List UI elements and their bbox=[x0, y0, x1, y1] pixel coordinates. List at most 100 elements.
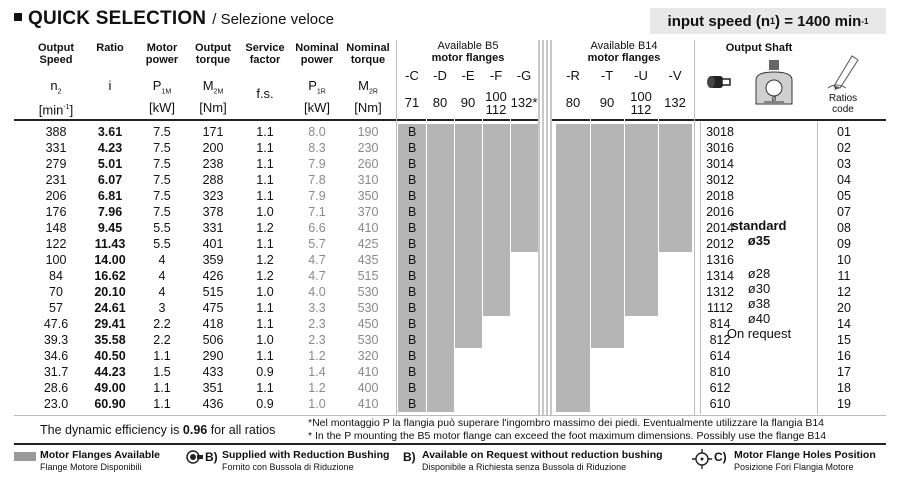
cell-code: 11 bbox=[837, 269, 851, 283]
header-ratios-code: Ratios code bbox=[828, 93, 858, 115]
b5-availability-bar bbox=[398, 172, 538, 188]
flange-holes-icon bbox=[692, 449, 712, 469]
b14-divider bbox=[590, 60, 591, 415]
b14-flange-size: 90 bbox=[599, 95, 615, 110]
cell-p1r: 8.3 bbox=[308, 141, 326, 155]
b5-flange-size: 90 bbox=[460, 95, 476, 110]
cell-fs: 1.1 bbox=[256, 141, 274, 155]
cell-p1m: 5.5 bbox=[153, 237, 171, 251]
cell-model: 1314 bbox=[706, 269, 734, 283]
cell-m2r: 350 bbox=[357, 189, 379, 203]
cell-n2: 148 bbox=[45, 221, 67, 235]
header-nominal-power: Nominal power bbox=[295, 42, 339, 66]
symbol-p1r: P1R [kW] bbox=[304, 78, 330, 115]
efficiency-note: The dynamic efficiency is 0.96 for all r… bbox=[40, 423, 276, 437]
b14-availability-bar bbox=[556, 252, 658, 268]
cell-i: 16.62 bbox=[94, 269, 126, 283]
cell-fs: 1.1 bbox=[256, 381, 274, 395]
cell-p1m: 1.1 bbox=[153, 397, 171, 411]
symbol-p1m: P1M [kW] bbox=[149, 78, 175, 115]
header-motor-power: Motor power bbox=[145, 42, 179, 66]
cell-p1r: 4.7 bbox=[308, 269, 326, 283]
symbol-n2: n2 [min-1] bbox=[38, 78, 74, 117]
cell-model: 2016 bbox=[706, 205, 734, 219]
cell-code: 04 bbox=[837, 173, 851, 187]
cell-p1m: 2.2 bbox=[153, 333, 171, 347]
cell-p1m: 1.1 bbox=[153, 349, 171, 363]
sep-b5-b14 bbox=[538, 40, 552, 415]
legend-item-bushing: Supplied with Reduction Bushing Fornito c… bbox=[222, 449, 390, 472]
b5-flange-size: 132* bbox=[510, 95, 538, 110]
legend-item-request: Available on Request without reduction b… bbox=[422, 449, 663, 472]
header-service-factor: Service factor bbox=[245, 42, 285, 66]
b14-availability-bar bbox=[556, 284, 658, 300]
b5-bushing-mark: B bbox=[408, 253, 417, 267]
cell-code: 10 bbox=[837, 253, 851, 267]
title-bullet-icon bbox=[14, 13, 22, 21]
cell-m2r: 410 bbox=[357, 397, 379, 411]
b5-divider bbox=[482, 60, 483, 415]
cell-p1m: 7.5 bbox=[153, 173, 171, 187]
cell-p1r: 1.2 bbox=[308, 381, 326, 395]
cell-n2: 231 bbox=[45, 173, 67, 187]
shaft-on-request: On request bbox=[726, 326, 792, 341]
cell-p1r: 3.3 bbox=[308, 301, 326, 315]
cell-m2m: 238 bbox=[202, 157, 224, 171]
sep-b14-right bbox=[694, 40, 695, 415]
b5-bushing-mark: B bbox=[408, 173, 417, 187]
b5-availability-bar bbox=[398, 236, 538, 252]
cell-p1m: 3 bbox=[158, 301, 166, 315]
cell-p1m: 1.1 bbox=[153, 381, 171, 395]
cell-m2r: 230 bbox=[357, 141, 379, 155]
b5-divider bbox=[510, 60, 511, 415]
b14-availability-bar bbox=[556, 380, 590, 396]
cell-m2r: 410 bbox=[357, 221, 379, 235]
b5-bushing-mark: B bbox=[408, 221, 417, 235]
cell-code: 15 bbox=[837, 333, 851, 347]
note-italian: *Nel montaggio P la flangia può superare… bbox=[308, 417, 825, 429]
header-ratio: Ratio bbox=[96, 42, 124, 54]
cell-m2m: 359 bbox=[202, 253, 224, 267]
cell-p1r: 7.8 bbox=[308, 173, 326, 187]
cell-fs: 1.1 bbox=[256, 301, 274, 315]
header-output-torque: Output torque bbox=[194, 42, 232, 66]
cell-model: 614 bbox=[709, 349, 731, 363]
sep-b5-left bbox=[396, 40, 397, 415]
b14-title: Available B14 motor flanges bbox=[587, 40, 661, 64]
cell-model: 2012 bbox=[706, 237, 734, 251]
b5-availability-bar bbox=[398, 204, 538, 220]
cell-code: 19 bbox=[837, 397, 851, 411]
cell-m2r: 310 bbox=[357, 173, 379, 187]
cell-m2m: 378 bbox=[202, 205, 224, 219]
b5-bushing-mark: B bbox=[408, 141, 417, 155]
shaft-option: ø30 bbox=[747, 281, 771, 296]
cell-i: 11.43 bbox=[94, 237, 126, 251]
cell-n2: 176 bbox=[45, 205, 67, 219]
b5-bushing-mark: B bbox=[408, 189, 417, 203]
svg-text:ø: ø bbox=[772, 94, 777, 103]
b5-bushing-mark: B bbox=[408, 125, 417, 139]
cell-fs: 1.0 bbox=[256, 333, 274, 347]
b5-flange-size: 71 bbox=[404, 95, 420, 110]
header-rule bbox=[14, 119, 886, 121]
output-shaft-icon: ø bbox=[755, 60, 793, 105]
shaft-option: ø28 bbox=[747, 266, 771, 281]
note-english: * In the P mounting the B5 motor flange … bbox=[308, 430, 827, 442]
legend-mark-c: C) bbox=[714, 450, 727, 464]
cell-m2r: 410 bbox=[357, 365, 379, 379]
b14-flange-label: -V bbox=[668, 68, 682, 83]
b14-divider bbox=[658, 60, 659, 415]
cell-fs: 1.0 bbox=[256, 205, 274, 219]
cell-p1r: 1.2 bbox=[308, 349, 326, 363]
output-shaft-column bbox=[700, 122, 818, 414]
legend: Motor Flanges Available Flange Motore Dis… bbox=[0, 449, 900, 489]
cell-model: 2014 bbox=[706, 221, 734, 235]
cell-model: 1316 bbox=[706, 253, 734, 267]
b14-flange-size: 80 bbox=[565, 95, 581, 110]
cell-p1r: 5.7 bbox=[308, 237, 326, 251]
cell-code: 03 bbox=[837, 157, 851, 171]
symbol-m2m: M2M [Nm] bbox=[199, 78, 227, 115]
cell-p1m: 4 bbox=[158, 269, 166, 283]
b5-availability-bar bbox=[398, 140, 538, 156]
cell-fs: 1.1 bbox=[256, 189, 274, 203]
